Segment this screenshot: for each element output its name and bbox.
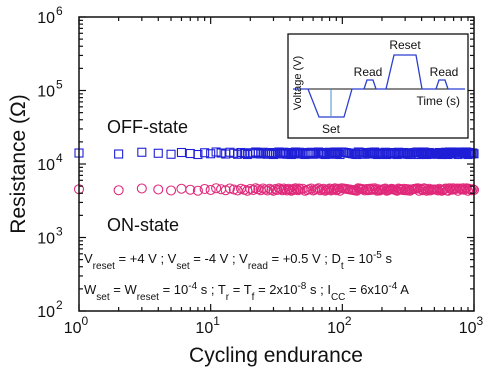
data-point xyxy=(176,147,187,158)
data-point xyxy=(211,183,222,194)
inset-voltage-pulse xyxy=(293,54,465,118)
data-point xyxy=(206,149,216,159)
data-point xyxy=(136,183,147,194)
data-point xyxy=(279,147,289,157)
legend-on-state: ON-state xyxy=(107,215,179,235)
y-tick-label: 104 xyxy=(37,151,63,174)
y-tick-label: 105 xyxy=(37,78,63,101)
annotation-timing-params: Wset = Wreset = 10-4 s ; Tr = Tf = 2x10-… xyxy=(84,281,409,303)
data-point xyxy=(165,185,177,196)
data-point xyxy=(199,183,210,195)
data-point xyxy=(185,148,195,159)
y-axis-label: Resistance (Ω) xyxy=(7,94,30,233)
data-point xyxy=(228,184,239,195)
data-point xyxy=(216,148,226,158)
data-point xyxy=(200,148,210,158)
inset-y-label: Voltage (V) xyxy=(292,56,304,110)
series-off-state xyxy=(74,147,479,160)
data-point xyxy=(361,183,372,195)
data-point xyxy=(153,184,164,195)
x-tick-label: 100 xyxy=(64,314,89,337)
annotation-voltage-params: Vreset = +4 V ; Vset = -4 V ; Vread = +0… xyxy=(84,250,392,272)
data-point xyxy=(329,183,341,194)
data-point xyxy=(295,148,305,158)
inset-reset-label: Reset xyxy=(389,38,421,52)
y-tick-label: 102 xyxy=(37,298,63,321)
data-point xyxy=(256,149,266,159)
inset-read-label-2: Read xyxy=(430,65,459,79)
x-tick-label: 101 xyxy=(195,314,220,337)
data-point xyxy=(262,185,273,196)
data-point xyxy=(328,183,339,195)
inset-read-label-1: Read xyxy=(354,65,383,79)
data-point xyxy=(260,184,271,195)
data-point xyxy=(113,185,124,196)
data-point xyxy=(468,148,478,158)
data-point xyxy=(211,147,221,157)
data-point xyxy=(153,148,163,158)
series-on-state xyxy=(73,183,480,196)
data-point xyxy=(248,184,259,196)
data-point xyxy=(294,183,305,194)
data-point xyxy=(166,149,176,159)
x-axis-label: Cycling endurance xyxy=(189,344,363,367)
data-point xyxy=(239,148,249,159)
inset-frame xyxy=(287,33,469,139)
data-point xyxy=(176,183,187,194)
inset-x-label: Time (s) xyxy=(416,94,460,108)
y-tick-label: 103 xyxy=(37,225,63,248)
data-point xyxy=(205,184,216,196)
pulse-inset: Voltage (V) Time (s) Set Read Reset Read xyxy=(287,33,469,139)
data-series-layer xyxy=(73,147,480,196)
inset-set-label: Set xyxy=(322,122,341,136)
data-point xyxy=(293,149,303,159)
data-point xyxy=(462,185,473,196)
legend-off-state: OFF-state xyxy=(107,117,188,137)
data-point xyxy=(193,149,203,160)
x-tick-label: 103 xyxy=(459,314,484,337)
data-point xyxy=(318,147,329,158)
data-point xyxy=(253,148,263,158)
data-point xyxy=(327,184,338,195)
y-tick-label: 106 xyxy=(37,4,63,27)
data-point xyxy=(192,185,203,196)
data-point xyxy=(251,147,261,157)
data-point xyxy=(220,185,231,196)
data-point xyxy=(137,147,147,157)
axis-ticks: 100 101 102 103 102 103 104 105 106 xyxy=(37,4,483,337)
data-point xyxy=(283,183,294,194)
data-point xyxy=(224,183,235,194)
data-point xyxy=(236,147,246,158)
data-point xyxy=(114,149,124,159)
x-tick-label: 102 xyxy=(327,314,352,337)
data-point xyxy=(185,184,196,195)
data-point xyxy=(290,183,301,194)
data-point xyxy=(272,184,283,196)
